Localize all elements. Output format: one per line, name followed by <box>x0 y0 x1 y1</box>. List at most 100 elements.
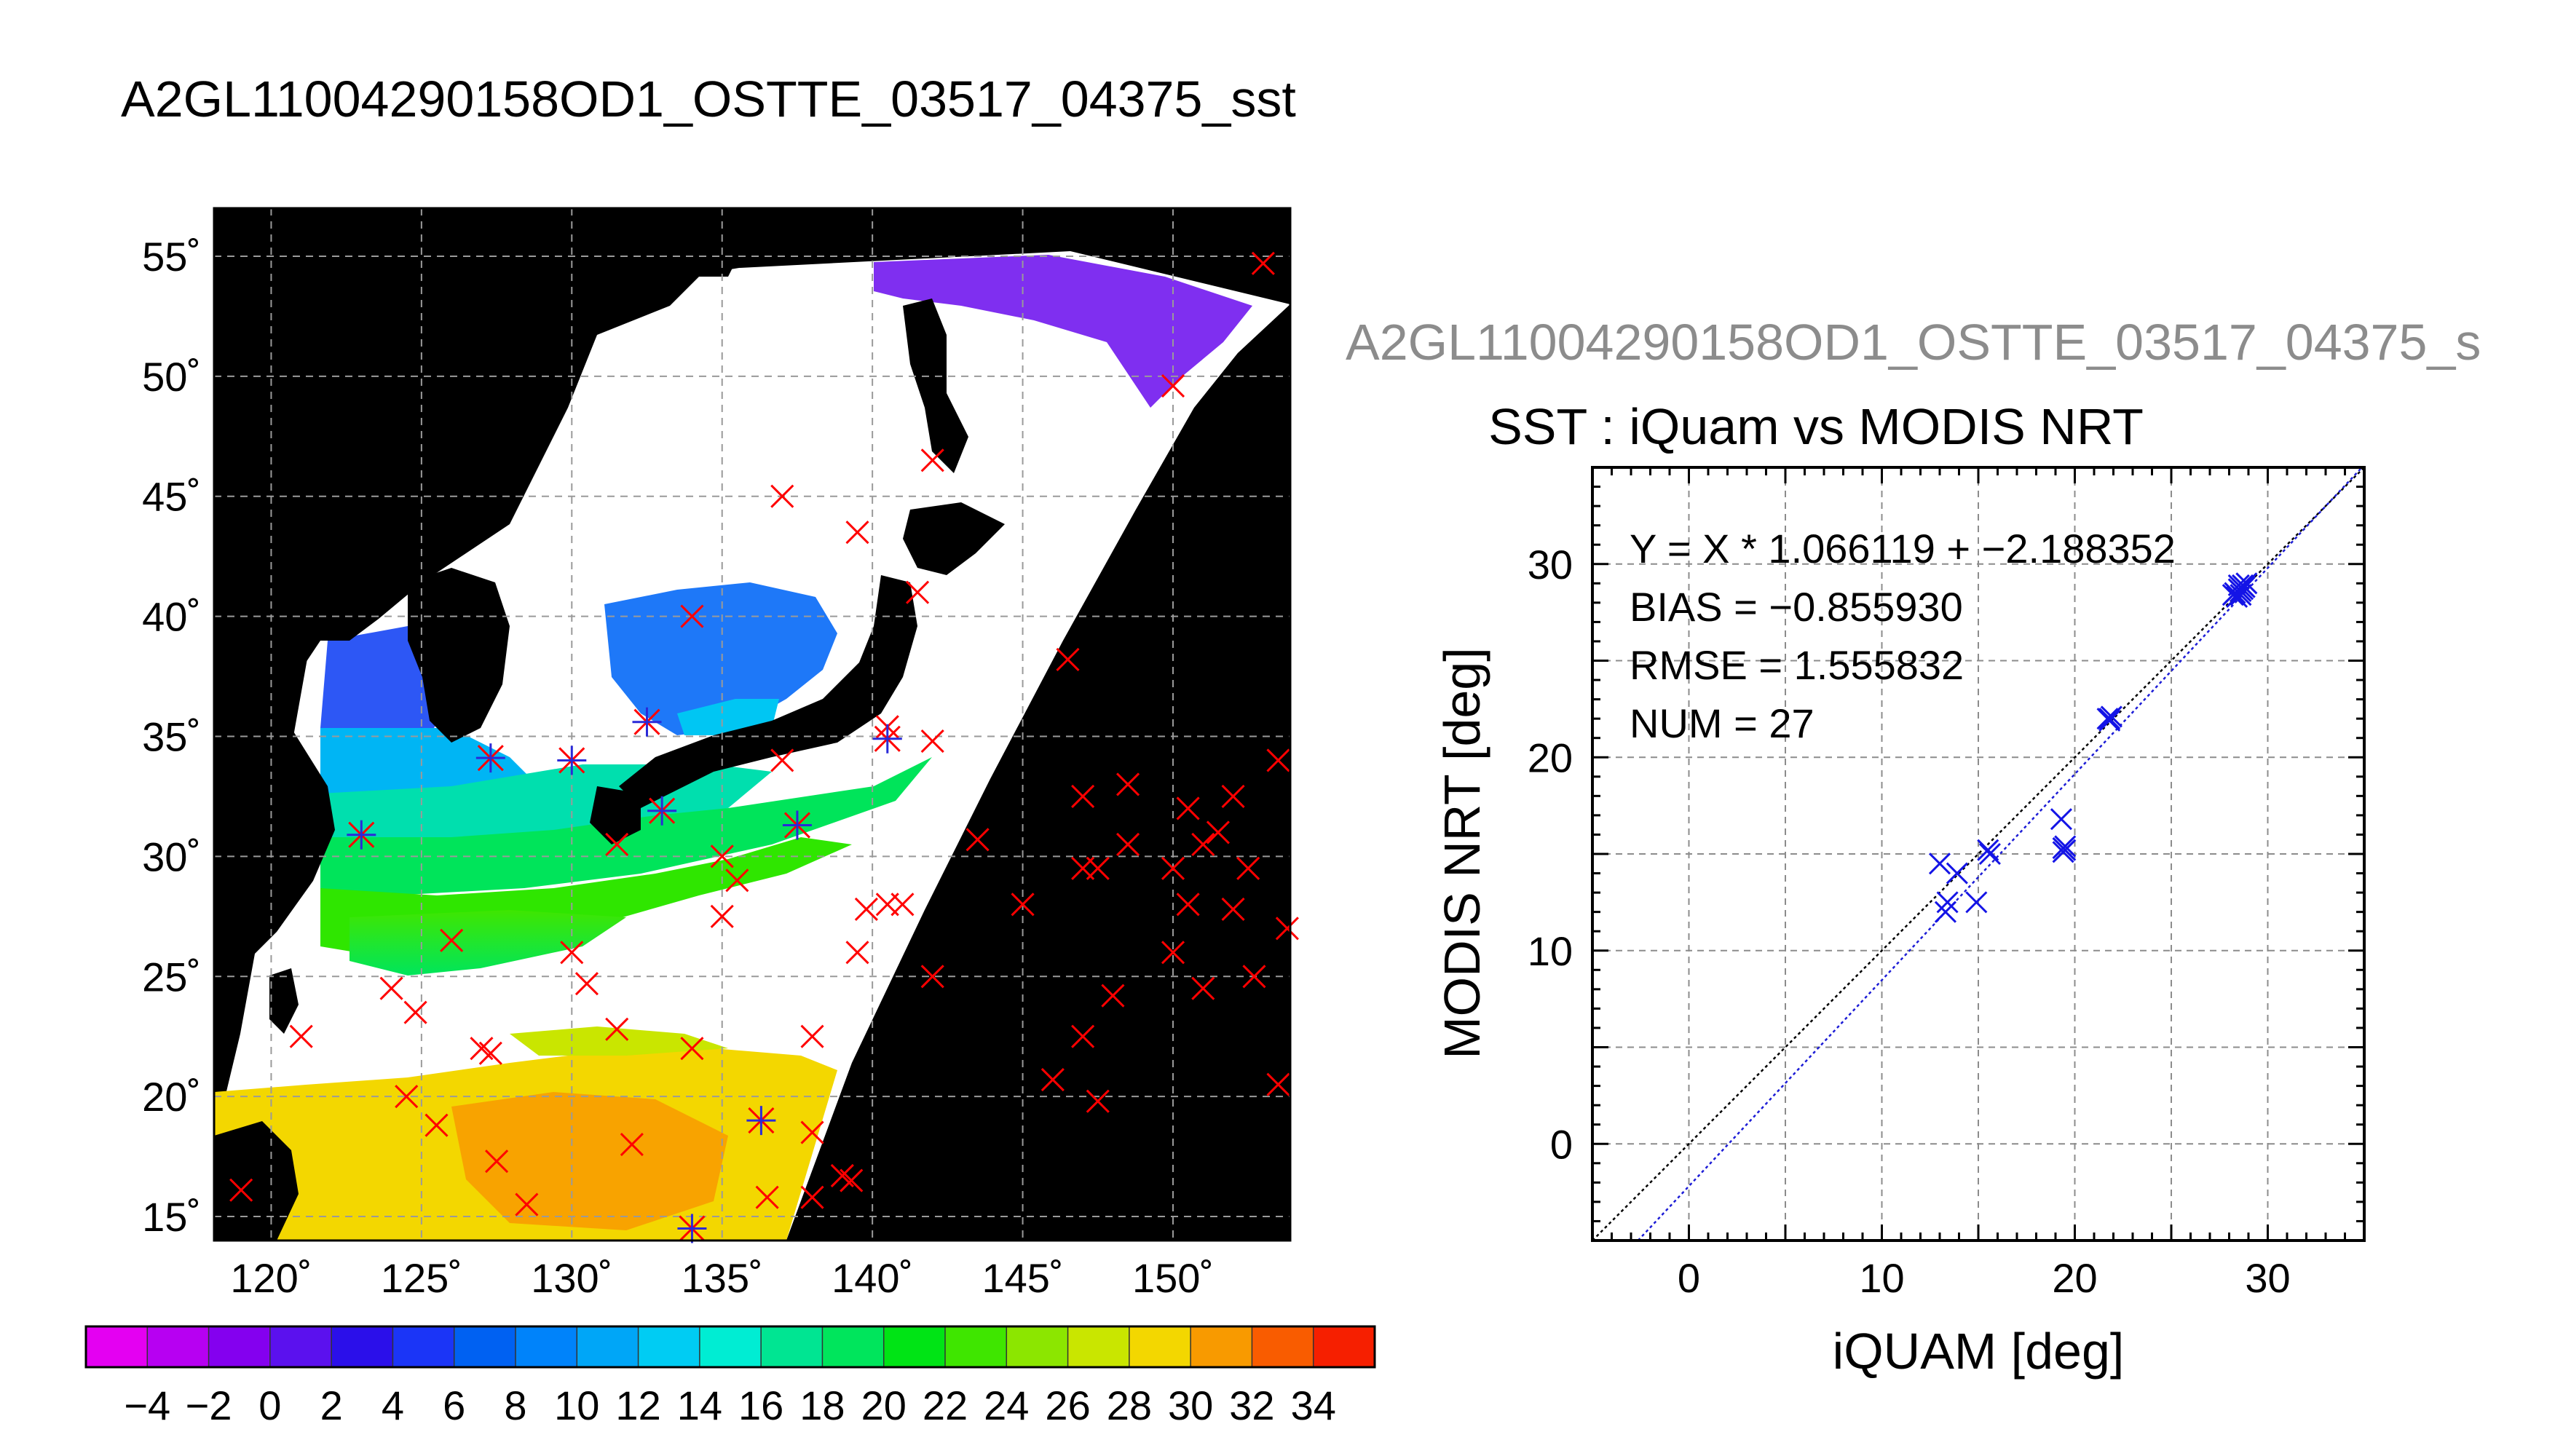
matchup-marker <box>403 1000 427 1024</box>
matchup-marker <box>440 928 464 952</box>
land-kyushu <box>590 786 641 844</box>
colorbar-tick-label: 6 <box>443 1382 465 1428</box>
used-matchup-markers <box>347 707 902 1243</box>
colorbar-swatch <box>638 1326 700 1367</box>
matchup-marker <box>906 580 930 604</box>
colorbar-tick-label: 30 <box>1168 1382 1213 1428</box>
matchup-markers <box>229 251 1299 1216</box>
matchup-marker <box>395 1085 419 1109</box>
sst-purple-okhotsk <box>874 255 1252 408</box>
colorbar-tick-label: 16 <box>738 1382 783 1428</box>
scatter-point <box>2230 584 2252 606</box>
used-matchup-marker <box>782 810 812 840</box>
colorbar-swatch <box>1067 1326 1130 1367</box>
map-lat-tick-label: 35˚ <box>142 713 201 759</box>
map-lon-tick-label: 150˚ <box>1132 1255 1214 1301</box>
matchup-marker <box>920 448 944 472</box>
matchup-marker <box>710 844 734 869</box>
land-sakhalin <box>903 298 968 473</box>
scatter-y-tick-label: 0 <box>1550 1121 1573 1167</box>
land-philippines <box>214 1121 299 1241</box>
colorbar-swatch <box>1006 1326 1069 1367</box>
map-grid <box>214 208 1290 1241</box>
sst-colorbar <box>84 1325 1376 1369</box>
matchup-marker <box>605 832 629 856</box>
matchup-marker <box>800 1120 824 1144</box>
colorbar-frame <box>84 1325 1376 1369</box>
matchup-marker <box>574 972 599 996</box>
colorbar-tick-label: 28 <box>1107 1382 1152 1428</box>
colorbar-tick-label: 18 <box>799 1382 845 1428</box>
colorbar-swatch <box>208 1326 271 1367</box>
scatter-annotations: Y = X * 1.066119 + −2.188352 BIAS = −0.85… <box>1630 526 2176 746</box>
matchup-marker <box>1071 1024 1095 1048</box>
matchup-marker <box>770 748 794 772</box>
colorbar-tick-label: 14 <box>677 1382 722 1428</box>
matchup-marker <box>605 1017 629 1041</box>
land-honshu <box>619 575 917 808</box>
scatter-point <box>1978 842 2001 866</box>
scatter-x-tick-label: 30 <box>2245 1255 2290 1301</box>
scatter-point <box>1934 901 1957 923</box>
matchup-marker <box>289 1024 313 1048</box>
matchup-marker <box>1086 856 1110 880</box>
colorbar-tick-label: 20 <box>861 1382 907 1428</box>
used-matchup-marker <box>347 820 376 850</box>
used-matchup-marker <box>746 1106 776 1136</box>
matchup-marker <box>1011 893 1035 917</box>
colorbar-swatch <box>392 1326 455 1367</box>
matchup-marker <box>1221 784 1245 808</box>
sst-orange-south <box>451 1092 728 1230</box>
used-matchup-marker <box>647 796 677 826</box>
matchup-marker <box>424 1113 449 1137</box>
used-matchup-marker <box>872 724 902 753</box>
scatter-points <box>1928 572 2258 923</box>
scatter-annotation: Y = X * 1.066119 + −2.188352 <box>1630 526 2176 571</box>
matchup-marker <box>680 604 704 628</box>
colorbar-swatch <box>147 1326 210 1367</box>
map-lat-tick-label: 40˚ <box>142 594 201 640</box>
matchup-marker <box>1236 856 1260 880</box>
used-matchup-marker <box>677 1214 707 1243</box>
map-lon-tick-label: 125˚ <box>381 1255 462 1301</box>
map-lon-tick-label: 140˚ <box>832 1255 913 1301</box>
scatter-point <box>2231 578 2254 601</box>
matchup-marker <box>229 1178 253 1202</box>
matchup-marker <box>1176 796 1200 820</box>
colorbar-tick-label: 22 <box>923 1382 968 1428</box>
colorbar-swatch <box>454 1326 516 1367</box>
colorbar-swatch <box>1252 1326 1314 1367</box>
scatter-point <box>2222 584 2244 606</box>
land-china-coast <box>214 728 335 983</box>
matchup-marker <box>1206 820 1230 844</box>
colorbar-swatch <box>822 1326 885 1367</box>
scatter-annotation: NUM = 27 <box>1630 700 1814 746</box>
scatter-frame <box>1591 466 2366 1242</box>
map-lon-tick-label: 135˚ <box>682 1255 763 1301</box>
scatter-point <box>1946 862 1968 885</box>
sst-map: 120˚ 125˚ 130˚ 135˚ 140˚ 145˚ 150˚ 15˚ 20˚ 25˚ 30… <box>142 207 1299 1301</box>
scatter-xlabel: iQUAM [deg] <box>1833 1323 2125 1380</box>
matchup-marker <box>1161 941 1185 965</box>
matchup-marker <box>1275 917 1299 941</box>
scatter-plot: SST : iQuam vs MODIS NRT 0 10 20 30 0 10 20 30… <box>1434 398 2366 1380</box>
matchup-marker <box>1161 856 1185 880</box>
scatter-point <box>2098 709 2121 732</box>
matchup-marker <box>620 1133 644 1157</box>
sst-green-south <box>350 910 626 976</box>
land-taiwan <box>269 968 299 1034</box>
matchup-marker <box>1101 984 1125 1008</box>
matchup-marker <box>478 1041 502 1065</box>
matchup-marker <box>891 893 915 917</box>
map-lat-tick-label: 15˚ <box>142 1194 201 1240</box>
map-lon-tick-label: 145˚ <box>982 1255 1064 1301</box>
matchup-marker <box>1161 373 1185 398</box>
map-lat-tick-label: 20˚ <box>142 1074 201 1120</box>
colorbar-tick-label: 34 <box>1291 1382 1336 1428</box>
map-lat-tick-label: 30˚ <box>142 834 201 879</box>
colorbar-swatch <box>331 1326 393 1367</box>
scatter-point <box>2050 808 2073 831</box>
map-lat-tick-labels: 15˚ 20˚ 25˚ 30˚ 35˚ 40˚ 45˚ 50˚ 55˚ <box>142 234 201 1240</box>
scatter-grid <box>1591 466 2366 1242</box>
